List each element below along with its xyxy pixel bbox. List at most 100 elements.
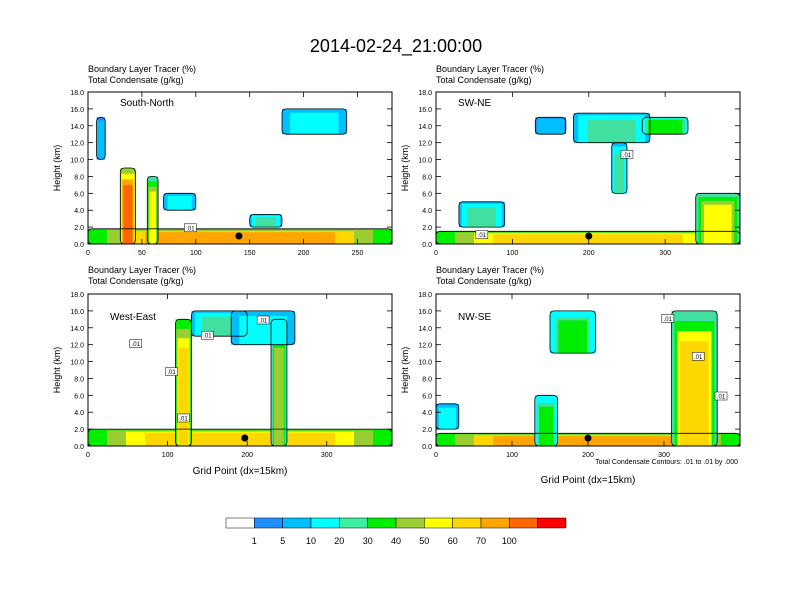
y-tick-label: 18.0 xyxy=(70,90,84,97)
colorbar-swatch xyxy=(225,517,255,529)
x-tick-label: 100 xyxy=(507,250,519,257)
y-tick-label: 16.0 xyxy=(418,107,432,114)
tracer-field xyxy=(88,310,392,446)
section-label: NW-SE xyxy=(458,312,491,323)
panel-label-line1: Boundary Layer Tracer (%) xyxy=(436,265,544,275)
colorbar-swatch xyxy=(509,517,538,529)
section-label: South-North xyxy=(120,98,174,109)
y-tick-labels: 0.0 2.0 4.0 6.0 8.0 10.0 12.0 14.0 16.0 18.0 xyxy=(418,292,740,451)
contour-label: .01 xyxy=(167,370,176,376)
y-tick-label: 18.0 xyxy=(418,292,432,299)
contour-label-box xyxy=(256,315,270,325)
condensate-contour xyxy=(611,142,628,194)
colorbar-label: 1 xyxy=(252,536,257,546)
y-tick-label: 16.0 xyxy=(418,309,432,316)
x-tick-label: 150 xyxy=(244,250,256,257)
x-tick-labels: 0 100 200 300 xyxy=(86,294,333,459)
y-tick-label: 12.0 xyxy=(70,343,84,350)
y-tick-label: 14.0 xyxy=(418,326,432,333)
x-tick-label: 200 xyxy=(241,452,253,459)
tracer-cell xyxy=(178,347,189,446)
contour-label: .01 xyxy=(203,334,212,340)
station-marker xyxy=(241,434,249,442)
station-marker xyxy=(584,434,592,442)
y-tick-label: 4.0 xyxy=(74,208,84,215)
tracer-cell xyxy=(614,154,624,194)
plot-frame xyxy=(87,293,393,447)
x-tick-label: 0 xyxy=(434,250,438,257)
tracer-cell xyxy=(255,217,276,228)
x-tick-label: 200 xyxy=(583,250,595,257)
panel-label-line2: Total Condensate (g/kg) xyxy=(88,75,184,85)
colorbar-label: 40 xyxy=(391,536,401,546)
panel-west-east: Boundary Layer Tracer (%) Total Condensa… xyxy=(52,265,393,477)
colorbar-swatch xyxy=(339,517,368,529)
contour-label-box xyxy=(165,367,178,376)
panel-label-line1: Boundary Layer Tracer (%) xyxy=(88,265,196,275)
y-tick-label: 10.0 xyxy=(418,158,432,165)
condensate-contour xyxy=(249,213,283,228)
station-marker xyxy=(585,232,593,240)
x-tick-label: 100 xyxy=(190,250,202,257)
condensate-contour xyxy=(96,116,106,160)
plot-frame xyxy=(87,91,393,245)
contour-label-box xyxy=(184,223,197,233)
contour-label: .01 xyxy=(179,416,188,422)
colorbar-label: 100 xyxy=(502,536,517,546)
y-tick-label: 8.0 xyxy=(422,376,432,383)
y-tick-label: 0.0 xyxy=(422,242,432,249)
y-tick-label: 2.0 xyxy=(422,427,432,434)
y-tick-label: 8.0 xyxy=(422,174,432,181)
colorbar-label: 60 xyxy=(448,536,458,546)
x-tick-label: 50 xyxy=(138,250,146,257)
y-tick-label: 4.0 xyxy=(422,208,432,215)
condensate-contour xyxy=(191,310,248,337)
colorbar-swatch xyxy=(424,517,453,529)
y-tick-label: 14.0 xyxy=(70,124,84,131)
y-tick-label: 6.0 xyxy=(422,191,432,198)
colorbar-label: 30 xyxy=(363,536,373,546)
panel-label-line1: Boundary Layer Tracer (%) xyxy=(436,64,544,74)
y-tick-label: 10.0 xyxy=(70,158,84,165)
contour-label: .01 xyxy=(478,233,487,239)
x-tick-label: 200 xyxy=(582,452,594,459)
tracer-cell xyxy=(558,320,587,354)
panel-label-line1: Boundary Layer Tracer (%) xyxy=(88,64,196,74)
x-axis-label: Grid Point (dx=15km) xyxy=(541,475,636,486)
tracer-field xyxy=(436,310,740,446)
colorbar-swatch xyxy=(310,517,340,529)
tracer-cell xyxy=(294,114,335,135)
section-label: SW-NE xyxy=(458,98,491,109)
contour-label-box xyxy=(129,339,142,348)
contour-label: .01 xyxy=(664,317,673,323)
y-tick-label: 0.0 xyxy=(422,444,432,451)
contour-note: Total Condensate Contours: .01 to .01 by… xyxy=(595,459,738,466)
contour-label-box xyxy=(620,150,634,159)
tracer-cell xyxy=(587,119,636,143)
colorbar-label: 10 xyxy=(306,536,316,546)
y-tick-label: 0.0 xyxy=(74,444,84,451)
condensate-contour xyxy=(458,201,506,228)
x-tick-label: 0 xyxy=(86,452,90,459)
contour-labels: .01 .01 .01 xyxy=(661,314,728,401)
x-tick-labels: 0 50 100 150 200 250 xyxy=(86,92,363,257)
x-axis-label: Grid Point (dx=15km) xyxy=(193,466,288,477)
panel-nw-se: Boundary Layer Tracer (%) Total Condensa… xyxy=(400,265,741,486)
contour-labels: .01 xyxy=(184,223,197,233)
y-tick-label: 10.0 xyxy=(418,360,432,367)
tracer-cell xyxy=(704,204,732,244)
condensate-contour xyxy=(549,310,596,354)
condensate-contour xyxy=(534,116,567,135)
y-tick-label: 12.0 xyxy=(418,343,432,350)
panel-label-line2: Total Condensate (g/kg) xyxy=(88,276,184,286)
panel-sw-ne: Boundary Layer Tracer (%) Total Condensa… xyxy=(400,64,741,257)
colorbar-label: 5 xyxy=(280,536,285,546)
contour-label-box xyxy=(177,413,190,423)
contour-label: .01 xyxy=(259,319,268,325)
x-tick-label: 100 xyxy=(506,452,518,459)
tracer-cell xyxy=(539,406,554,446)
tracer-cell xyxy=(650,121,680,135)
colorbar-label: 50 xyxy=(419,536,429,546)
contour-label: .01 xyxy=(694,355,703,361)
